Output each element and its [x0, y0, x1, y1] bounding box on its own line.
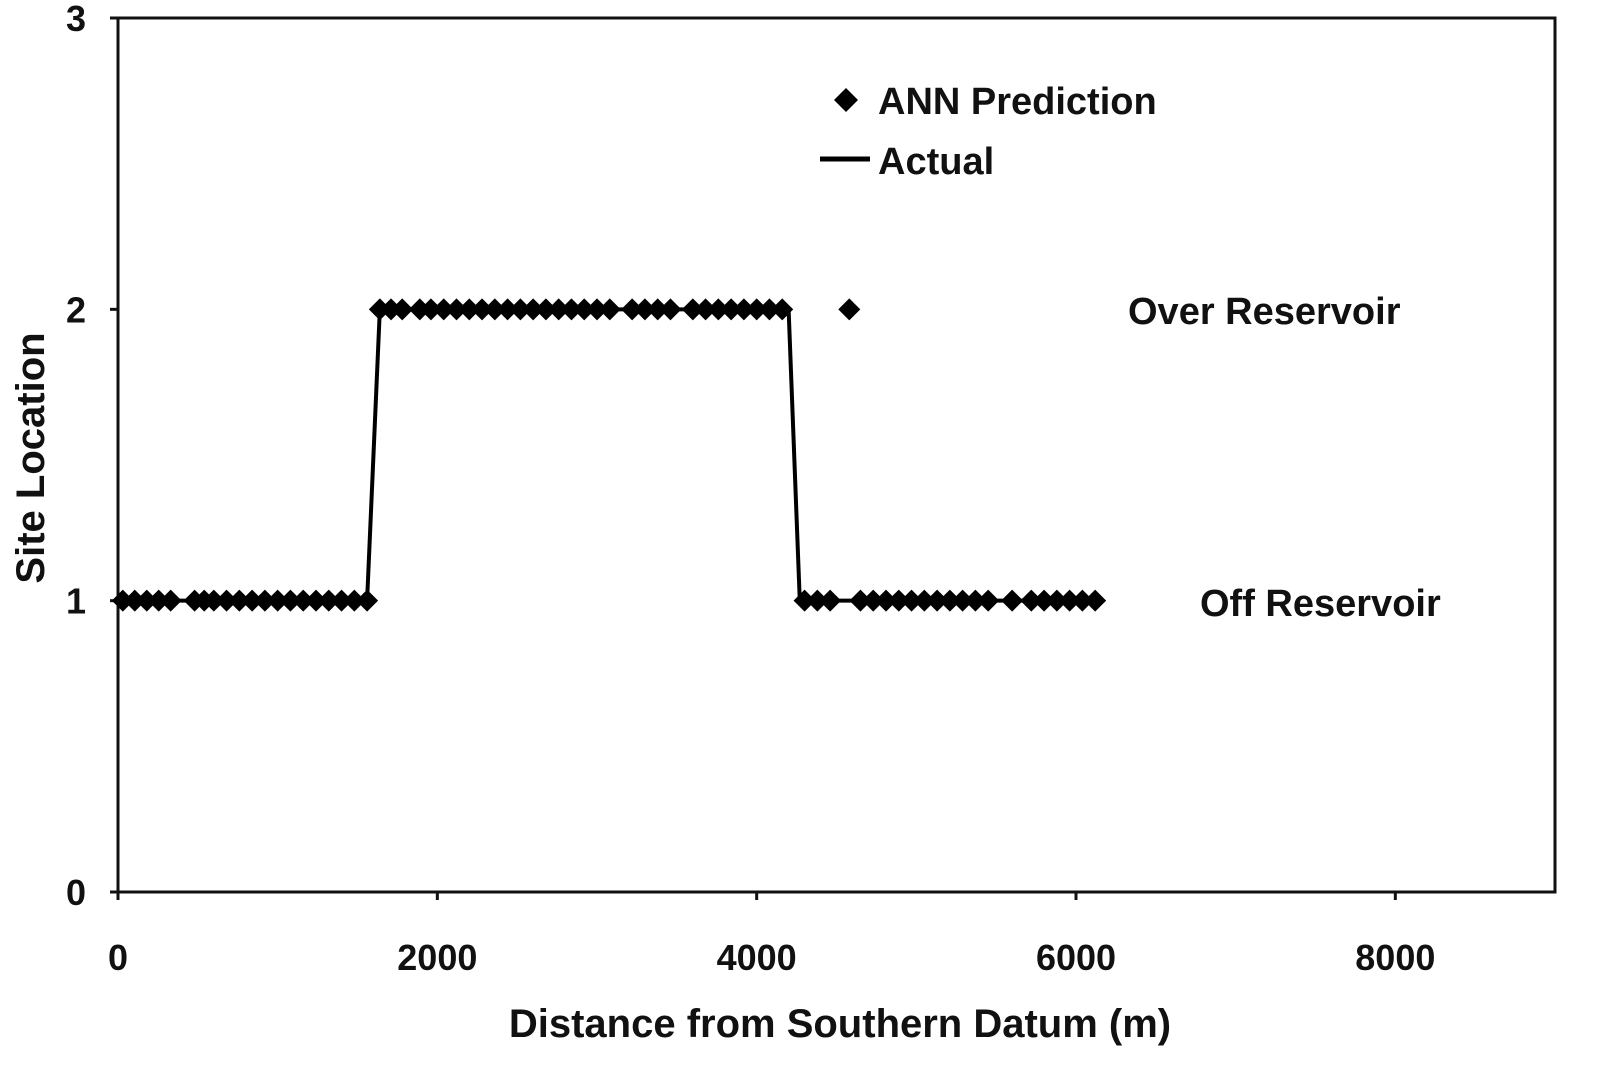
ann-prediction-point: [1001, 589, 1024, 612]
ann-prediction-point: [1058, 589, 1081, 612]
ann-prediction-point: [534, 298, 557, 321]
ann-prediction-point: [874, 589, 897, 612]
ann-prediction-point: [758, 298, 781, 321]
ann-prediction-point: [806, 589, 829, 612]
annotation-over-reservoir: Over Reservoir: [1128, 291, 1401, 333]
ann-prediction-point: [732, 298, 755, 321]
ann-prediction-point: [432, 298, 455, 321]
ann-prediction-point: [745, 298, 768, 321]
x-tick-label: 2000: [397, 937, 477, 978]
x-tick-label: 0: [108, 937, 128, 978]
ann-prediction-point: [793, 589, 816, 612]
ann-prediction-point: [147, 589, 170, 612]
ann-prediction-point: [771, 298, 794, 321]
ann-prediction-point: [419, 298, 442, 321]
ann-prediction-point: [547, 298, 570, 321]
y-tick-label: 1: [66, 581, 86, 622]
ann-prediction-point: [681, 298, 704, 321]
ann-prediction-point: [356, 589, 379, 612]
ann-prediction-point: [241, 589, 264, 612]
ann-prediction-point: [228, 589, 251, 612]
ann-prediction-point: [1033, 589, 1056, 612]
ann-prediction-point: [633, 298, 656, 321]
ann-prediction-point: [304, 589, 327, 612]
ann-prediction-point: [977, 589, 1000, 612]
ann-prediction-point: [707, 298, 730, 321]
ann-prediction-point: [522, 298, 545, 321]
ann-prediction-point: [573, 298, 596, 321]
ann-prediction-point: [951, 589, 974, 612]
ann-prediction-point: [159, 589, 182, 612]
plot-frame: [116, 16, 1557, 894]
ann-prediction-point: [694, 298, 717, 321]
ann-prediction-point: [266, 589, 289, 612]
legend: ANN Prediction Actual: [820, 81, 1157, 183]
ann-prediction-point: [368, 298, 391, 321]
ann-prediction-point: [598, 298, 621, 321]
ann-prediction-point: [659, 298, 682, 321]
ann-prediction-point: [938, 589, 961, 612]
y-tick-label: 2: [66, 289, 86, 330]
ann-prediction-point: [317, 589, 340, 612]
ann-prediction-point: [560, 298, 583, 321]
ann-prediction-point: [279, 589, 302, 612]
ann-prediction-point: [380, 298, 403, 321]
ann-prediction-point: [646, 298, 669, 321]
x-tick-label: 4000: [717, 937, 797, 978]
ann-prediction-point: [819, 589, 842, 612]
x-tick-label: 8000: [1355, 937, 1435, 978]
ann-prediction-point: [509, 298, 532, 321]
y-tick-label: 0: [66, 872, 86, 913]
ann-prediction-point: [913, 589, 936, 612]
ann-prediction-point: [458, 298, 481, 321]
legend-label-actual: Actual: [878, 141, 994, 183]
annotation-off-reservoir: Off Reservoir: [1200, 583, 1441, 625]
ann-prediction-point: [1020, 589, 1043, 612]
ann-prediction-point: [862, 589, 885, 612]
ann-prediction-point: [1071, 589, 1094, 612]
ann-prediction-point: [471, 298, 494, 321]
ann-prediction-point: [343, 589, 366, 612]
ann-prediction-point: [964, 589, 987, 612]
ann-prediction-point: [253, 589, 276, 612]
ann-prediction-point: [215, 589, 238, 612]
ann-prediction-point: [483, 298, 506, 321]
ann-prediction-point: [135, 589, 158, 612]
y-axis-label: Site Location: [9, 332, 53, 583]
ann-prediction-point: [408, 298, 431, 321]
ann-prediction-point: [1084, 589, 1107, 612]
ann-prediction-point: [926, 589, 949, 612]
ann-prediction-point: [496, 298, 519, 321]
ann-prediction-point: [887, 589, 910, 612]
x-tick-label: 6000: [1036, 937, 1116, 978]
ann-prediction-point: [720, 298, 743, 321]
ann-prediction-point: [123, 589, 146, 612]
ann-prediction-point: [838, 298, 861, 321]
ann-prediction-point: [391, 298, 414, 321]
ann-prediction-point: [1045, 589, 1068, 612]
ann-prediction-point: [292, 589, 315, 612]
legend-diamond-icon: [834, 88, 858, 112]
ann-prediction-point: [330, 589, 353, 612]
legend-label-ann: ANN Prediction: [878, 81, 1157, 123]
actual-line: [118, 307, 1097, 603]
y-tick-label: 3: [66, 0, 86, 39]
ann-prediction-point: [849, 589, 872, 612]
ann-prediction-point: [202, 589, 225, 612]
ann-prediction-point: [111, 589, 134, 612]
ann-prediction-point: [586, 298, 608, 321]
ann-prediction-point: [621, 298, 644, 321]
ann-prediction-point: [445, 298, 468, 321]
ann-prediction-point: [900, 589, 923, 612]
x-axis-label: Distance from Southern Datum (m): [509, 1002, 1171, 1046]
